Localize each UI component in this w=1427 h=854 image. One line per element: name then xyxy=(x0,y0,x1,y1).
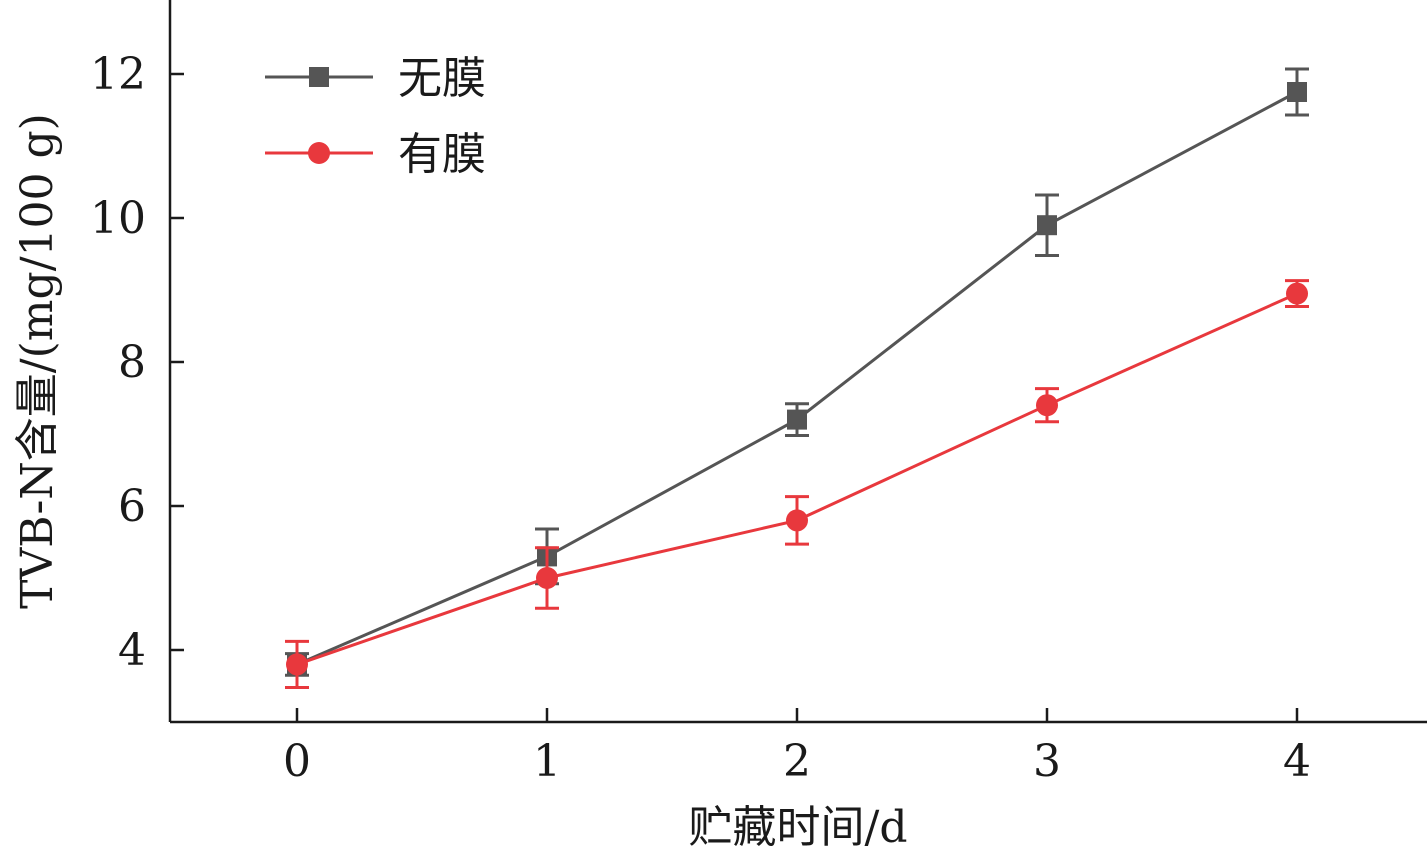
series-layer xyxy=(285,67,1309,689)
x-ticks: 0 1 2 3 4 xyxy=(283,708,1311,787)
legend-label: 无膜 xyxy=(398,53,486,104)
y-ticks: 4 6 8 10 12 xyxy=(90,49,184,676)
data-point xyxy=(1287,82,1307,102)
data-point xyxy=(1036,394,1058,417)
legend-marker xyxy=(308,142,330,164)
legend-entry: 有膜 xyxy=(265,129,486,180)
y-tick-label: 4 xyxy=(118,625,146,676)
series-line xyxy=(296,292,1298,666)
x-tick-label: 1 xyxy=(533,736,561,787)
legend-entry: 无膜 xyxy=(265,53,486,104)
y-tick-label: 8 xyxy=(118,337,146,388)
x-tick-label: 3 xyxy=(1033,736,1061,787)
data-point xyxy=(286,653,308,676)
data-point xyxy=(1286,282,1308,305)
x-tick-label: 2 xyxy=(783,736,811,787)
data-point xyxy=(536,567,558,589)
x-axis-title: 贮藏时间/d xyxy=(689,802,908,853)
series-2 xyxy=(285,279,1309,689)
x-tick-label: 4 xyxy=(1283,736,1311,787)
y-axis-title: TVB-N含量/(mg/100 g) xyxy=(12,113,63,609)
data-point xyxy=(787,409,807,430)
data-point xyxy=(1037,215,1057,236)
x-tick-label: 0 xyxy=(283,736,311,787)
y-tick-label: 12 xyxy=(90,49,146,100)
y-tick-label: 6 xyxy=(118,481,146,532)
data-point xyxy=(786,509,808,532)
legend-label: 有膜 xyxy=(398,129,486,180)
axes xyxy=(168,0,1427,724)
legend-marker xyxy=(309,67,329,87)
y-tick-label: 10 xyxy=(90,193,146,244)
